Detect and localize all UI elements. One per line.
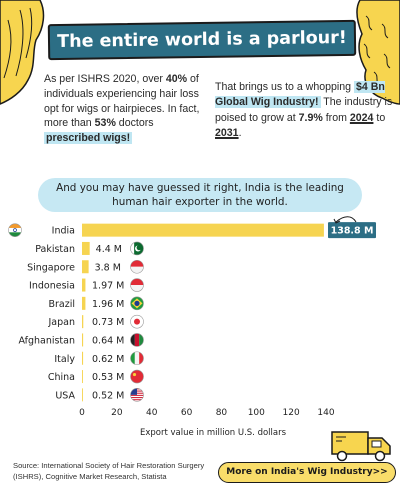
singapore-flag-icon (130, 259, 144, 274)
growth-rate: 7.9% (298, 111, 323, 124)
intro-left-text-1: As per ISHRS 2020, over (44, 73, 166, 85)
usa-flag-icon (130, 388, 144, 402)
india-flag-icon (8, 223, 22, 237)
x-tick-label-40: 40 (146, 408, 158, 418)
bar-afghanistan (82, 333, 84, 347)
intro-left-text-2: of individuals experiencing hair loss op… (44, 73, 200, 130)
category-label-japan: Japan (48, 317, 76, 328)
category-label-indonesia: Indonesia (29, 281, 75, 292)
bar-india (82, 223, 324, 237)
page-title: The entire world is a parlour! (47, 19, 357, 61)
italy-flag-icon (130, 351, 144, 366)
india-arrow (335, 216, 357, 223)
bar-brazil (82, 296, 86, 310)
bar-indonesia (82, 278, 86, 292)
callout-line-2: human hair exporter in the world. (112, 196, 288, 208)
prescribed-wigs-highlight: prescribed wigs! (44, 132, 133, 145)
x-tick-label-100: 100 (248, 408, 265, 418)
bar-japan (82, 315, 84, 329)
source-citation: Source: International Society of Hair Re… (13, 461, 205, 481)
india-leading-exporter-callout: And you may have guessed it right, India… (38, 178, 362, 212)
value-label-indonesia: 1.97 M (92, 281, 124, 292)
value-label-brazil: 1.96 M (92, 299, 124, 310)
start-year: 2024 (349, 111, 374, 124)
brazil-flag-icon (130, 296, 144, 311)
x-tick-label-0: 0 (79, 408, 85, 418)
value-label-china: 0.53 M (92, 372, 124, 383)
more-on-india-wig-industry-button[interactable]: More on India's Wig Industry>> (218, 462, 396, 483)
intro-right-text-3: from (322, 111, 350, 124)
x-tick-label-120: 120 (283, 408, 300, 418)
bar-italy (82, 351, 84, 365)
intro-right-text-2: The industry is poised to grow at (215, 96, 393, 124)
x-tick-label-60: 60 (181, 408, 193, 418)
bar-pakistan (82, 241, 90, 255)
intro-right-text-1: That brings us to a whopping (215, 81, 354, 93)
category-label-afghanistan: Afghanistan (18, 335, 75, 346)
category-label-singapore: Singapore (27, 262, 75, 273)
hair-export-bar-chart: 0 20 40 60 80 100 120 140 Export value in millio… (8, 216, 376, 438)
china-flag-icon (130, 369, 144, 384)
category-label-usa: USA (55, 390, 75, 401)
value-label-singapore: 3.8 M (95, 262, 121, 273)
intro-left-text-3: doctors (115, 117, 154, 130)
value-label-italy: 0.62 M (92, 354, 124, 365)
curly-wig-illustration (356, 0, 400, 105)
stat-40-percent: 40% (165, 73, 188, 85)
category-label-italy: Italy (54, 354, 75, 365)
intro-paragraph-left: As per ISHRS 2020, over 40% of individua… (44, 72, 206, 146)
value-label-pakistan: 4.4 M (96, 244, 122, 255)
intro-right-text-5: . (238, 127, 242, 140)
intro-right-text-4: to (373, 111, 386, 124)
category-label-india: India (52, 226, 75, 237)
x-tick-label-140: 140 (317, 408, 334, 418)
x-axis-title: Export value in million U.S. dollars (140, 428, 287, 438)
afghanistan-flag-icon (130, 333, 144, 347)
blonde-wig-illustration (0, 0, 45, 105)
stat-53-percent: 53% (94, 117, 116, 130)
x-tick-label-20: 20 (111, 408, 123, 418)
bar-usa (82, 388, 83, 402)
bar-china (82, 370, 83, 384)
value-label-usa: 0.52 M (92, 390, 124, 401)
japan-flag-icon (130, 314, 144, 329)
value-label-afghanistan: 0.64 M (92, 335, 124, 346)
pakistan-flag-icon (130, 241, 144, 256)
x-tick-label-80: 80 (216, 408, 228, 418)
india-arrow-head (333, 218, 341, 224)
intro-paragraph-right: That brings us to a whopping $4 Bn Globa… (215, 80, 393, 142)
category-label-brazil: Brazil (48, 299, 75, 310)
delivery-truck-icon (331, 431, 391, 462)
value-label-japan: 0.73 M (92, 317, 124, 328)
bar-singapore (82, 260, 89, 274)
category-label-china: China (48, 372, 75, 383)
value-label-india: 138.8 M (331, 226, 374, 237)
india-value-badge (328, 222, 376, 239)
end-year: 2031 (215, 127, 239, 140)
indonesia-flag-icon (130, 278, 144, 292)
callout-line-1: And you may have guessed it right, India… (56, 182, 344, 194)
category-label-pakistan: Pakistan (35, 244, 75, 255)
